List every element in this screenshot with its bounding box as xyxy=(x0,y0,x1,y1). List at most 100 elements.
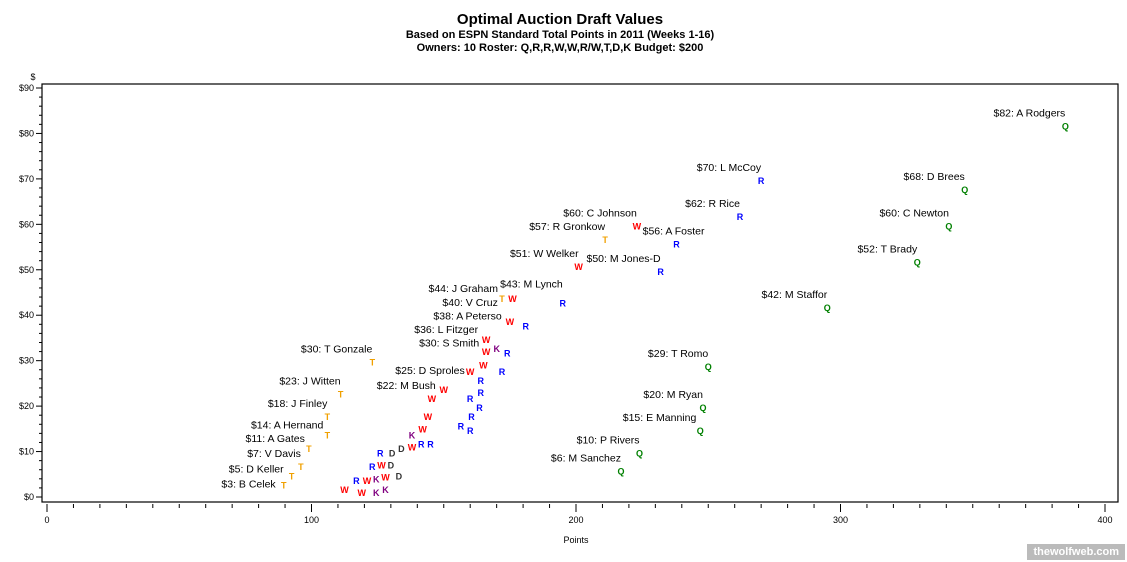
y-tick-label: $10 xyxy=(19,447,34,457)
point-label: $5: D Keller xyxy=(229,463,284,475)
data-point: Q xyxy=(914,258,921,268)
data-point: R xyxy=(369,462,376,472)
point-label: $51: W Welker xyxy=(510,248,579,260)
data-point: W xyxy=(381,473,390,483)
data-point: T xyxy=(289,471,295,481)
data-point: R xyxy=(468,412,475,422)
y-tick-label: $20 xyxy=(19,401,34,411)
data-point: Q xyxy=(945,221,952,231)
data-point: R xyxy=(353,476,360,486)
point-label: $3: B Celek xyxy=(221,478,276,490)
x-tick-label: 0 xyxy=(44,515,49,525)
data-point: R xyxy=(478,388,485,398)
point-label: $70: L McCoy xyxy=(697,162,762,174)
data-point: W xyxy=(424,412,433,422)
data-point: W xyxy=(408,442,417,452)
data-point: R xyxy=(478,376,485,386)
data-point: T xyxy=(325,430,331,440)
point-label: $44: J Graham xyxy=(428,283,498,295)
point-label: $40: V Cruz xyxy=(442,297,497,309)
point-label: $6: M Sanchez xyxy=(551,453,621,465)
data-point: R xyxy=(427,439,434,449)
data-point: D xyxy=(388,461,395,471)
data-point: K xyxy=(382,485,389,495)
data-point: Q xyxy=(617,467,624,477)
point-label: $18: J Finley xyxy=(268,398,328,410)
data-point: D xyxy=(398,444,405,454)
point-label: $60: C Newton xyxy=(879,207,949,219)
data-point: T xyxy=(370,358,376,368)
y-tick-label: $30 xyxy=(19,356,34,366)
y-tick-label: $50 xyxy=(19,265,34,275)
point-label: $42: M Staffor xyxy=(762,289,828,301)
data-point: T xyxy=(602,235,608,245)
y-tick-label: $90 xyxy=(19,83,34,93)
data-point: Q xyxy=(697,426,704,436)
point-label: $60: C Johnson xyxy=(563,207,637,219)
data-point: W xyxy=(428,394,437,404)
chart-subtitle-2: Owners: 10 Roster: Q,R,R,W,W,R/W,T,D,K B… xyxy=(417,42,704,54)
data-point: Q xyxy=(636,449,643,459)
data-point: W xyxy=(440,385,449,395)
data-point: Q xyxy=(1062,121,1069,131)
data-point: T xyxy=(338,389,344,399)
data-point: R xyxy=(458,421,465,431)
point-label: $38: A Peterso xyxy=(433,310,501,322)
point-label: $25: D Sproles xyxy=(395,365,464,377)
data-point: T xyxy=(306,444,312,454)
data-point: Q xyxy=(961,185,968,195)
data-point: W xyxy=(363,476,372,486)
y-tick-label: $80 xyxy=(19,128,34,138)
x-tick-label: 100 xyxy=(304,515,319,525)
data-point: R xyxy=(657,267,664,277)
data-point: R xyxy=(758,176,765,186)
point-label: $10: P Rivers xyxy=(577,435,640,447)
point-label: $36: L Fitzger xyxy=(414,324,478,336)
data-point: W xyxy=(466,367,475,377)
x-tick-label: 300 xyxy=(833,515,848,525)
chart-subtitle-1: Based on ESPN Standard Total Points in 2… xyxy=(406,29,715,41)
data-point: W xyxy=(358,488,367,498)
chart-title: Optimal Auction Draft Values xyxy=(457,11,663,28)
point-label: $14: A Hernand xyxy=(251,419,324,431)
data-point: R xyxy=(476,403,483,413)
x-tick-label: 400 xyxy=(1097,515,1112,525)
data-point: T xyxy=(325,412,331,422)
point-label: $57: R Gronkow xyxy=(529,221,605,233)
data-point: R xyxy=(560,299,567,309)
data-point: Q xyxy=(699,403,706,413)
point-label: $43: M Lynch xyxy=(500,279,563,291)
y-tick-label: $70 xyxy=(19,174,34,184)
data-point: W xyxy=(508,294,517,304)
y-axis-label: $ xyxy=(30,72,35,82)
data-point: T xyxy=(298,462,304,472)
data-point: K xyxy=(373,474,380,484)
x-tick-label: 200 xyxy=(568,515,583,525)
point-label: $30: T Gonzale xyxy=(301,344,373,356)
data-point: W xyxy=(482,335,491,345)
data-point: Q xyxy=(824,303,831,313)
data-point: R xyxy=(467,394,474,404)
plot-frame xyxy=(41,83,1119,503)
data-point: W xyxy=(633,221,642,231)
y-tick-label: $0 xyxy=(24,492,34,502)
data-point: W xyxy=(340,485,349,495)
data-point: W xyxy=(418,424,427,434)
data-point: R xyxy=(522,321,529,331)
data-point: R xyxy=(504,349,511,359)
data-point: Q xyxy=(705,362,712,372)
data-point: K xyxy=(409,430,416,440)
data-point: R xyxy=(377,449,384,459)
point-label: $7: V Davis xyxy=(247,448,301,460)
data-point: K xyxy=(373,488,380,498)
point-label: $82: A Rodgers xyxy=(994,107,1066,119)
data-point: W xyxy=(482,347,491,357)
point-label: $56: A Foster xyxy=(643,226,705,238)
data-point: R xyxy=(418,439,425,449)
point-label: $11: A Gates xyxy=(245,433,304,445)
point-label: $22: M Bush xyxy=(377,380,436,392)
data-point: R xyxy=(499,367,506,377)
data-point: W xyxy=(479,361,488,371)
data-point: W xyxy=(574,262,583,272)
